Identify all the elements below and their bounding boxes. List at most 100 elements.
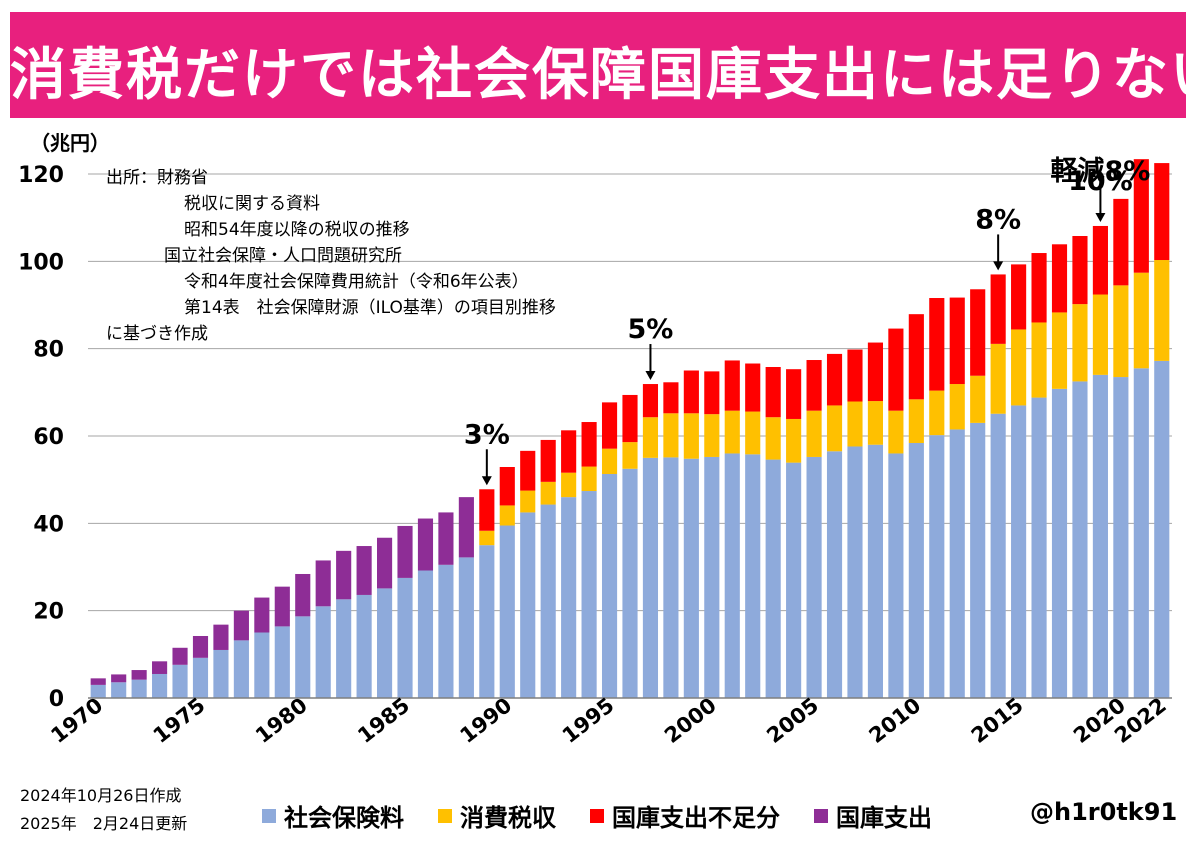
bar-segment xyxy=(274,626,290,698)
bar-segment xyxy=(970,422,986,698)
y-tick-label: 120 xyxy=(18,163,64,188)
bar-segment xyxy=(254,632,270,698)
x-tick-label: 1980 xyxy=(251,693,312,748)
bar-segment xyxy=(888,410,904,454)
bar-segment xyxy=(479,530,495,546)
bar-segment xyxy=(683,370,699,414)
bar-segment xyxy=(622,394,638,443)
bar-segment xyxy=(806,360,822,411)
y-tick-label: 100 xyxy=(18,250,64,275)
bar-segment xyxy=(949,429,965,698)
x-tick-label: 1985 xyxy=(353,693,414,748)
bar-segment xyxy=(213,624,229,650)
bar-segment xyxy=(111,682,127,698)
bar-segment xyxy=(192,657,209,698)
x-tick-label: 2005 xyxy=(762,693,823,748)
bar-segment xyxy=(1031,322,1047,398)
legend-item-consumption-tax: 消費税収 xyxy=(438,798,556,833)
bar-segment xyxy=(581,491,597,698)
bar-segment xyxy=(458,497,474,558)
bar-segment xyxy=(1011,329,1027,406)
bar-segment xyxy=(561,472,577,498)
x-tick-label: 1975 xyxy=(149,693,210,748)
bar-segment xyxy=(929,435,945,698)
bar-segment xyxy=(499,525,515,698)
bar-segment xyxy=(765,459,781,698)
bar-segment xyxy=(970,375,986,423)
legend-label: 社会保険料 xyxy=(284,804,404,832)
bar-segment xyxy=(315,606,331,698)
bar-segment xyxy=(1051,312,1068,389)
x-tick-label: 1995 xyxy=(558,693,619,748)
bar-segment xyxy=(908,399,924,443)
source-line: 昭和54年度以降の税収の推移 xyxy=(184,220,410,240)
bar-segment xyxy=(397,525,413,578)
bar-segment xyxy=(376,588,393,698)
bar-segment xyxy=(826,451,843,698)
bar-segment xyxy=(336,550,352,600)
bar-segment xyxy=(929,298,945,391)
chart-legend: 社会保険料 消費税収 国庫支出不足分 国庫支出 xyxy=(262,798,966,833)
bar-segment xyxy=(908,314,924,400)
bar-segment xyxy=(274,586,290,627)
bar-segment xyxy=(581,422,597,467)
bar-segment xyxy=(1072,304,1088,382)
bar-segment xyxy=(192,635,209,658)
bar-segment xyxy=(745,411,761,455)
bar-segment xyxy=(111,674,127,683)
bar-segment xyxy=(663,382,679,414)
bar-segment xyxy=(1011,264,1027,330)
bar-segment xyxy=(233,640,249,698)
source-line: 出所：財務省 xyxy=(106,168,208,188)
bar-segment xyxy=(990,343,1006,414)
bar-segment xyxy=(561,497,577,698)
source-line: 令和4年度社会保障費用統計（令和6年公表） xyxy=(184,272,529,292)
bar-segment xyxy=(990,413,1006,698)
bar-segment xyxy=(1133,272,1149,369)
bar-segment xyxy=(704,456,720,698)
title-banner: 消費税だけでは社会保障国庫支出には足りない xyxy=(10,12,1200,118)
bar-segment xyxy=(786,418,802,463)
bar-segment xyxy=(1051,388,1068,698)
bar-segment xyxy=(499,467,515,506)
bar-segment xyxy=(1092,294,1108,375)
bar-segment xyxy=(1011,405,1027,698)
bar-segment xyxy=(438,512,454,565)
annotation-label: 5% xyxy=(628,314,674,345)
bar-segment xyxy=(622,468,638,698)
annotation-label: 3% xyxy=(464,419,510,450)
bar-segment xyxy=(90,684,106,698)
bar-segment xyxy=(704,371,720,415)
bar-segment xyxy=(601,402,618,449)
bar-segment xyxy=(642,384,659,418)
bar-segment xyxy=(1031,397,1047,698)
bar-segment xyxy=(745,454,761,698)
updated-date: 2025年 2月24日更新 xyxy=(20,814,188,833)
annotation-arrow-head xyxy=(481,476,492,486)
bar-segment xyxy=(438,564,454,698)
annotation-label: 8% xyxy=(975,204,1021,235)
legend-swatch xyxy=(438,808,452,823)
bar-segment xyxy=(990,274,1006,344)
bar-segment xyxy=(806,456,822,698)
bar-segment xyxy=(1092,374,1108,698)
page-title: 消費税だけでは社会保障国庫支出には足りない xyxy=(10,43,1200,108)
bar-segment xyxy=(867,401,884,445)
bar-segment xyxy=(847,446,863,698)
bar-segment xyxy=(417,570,434,698)
bar-segment xyxy=(540,504,556,698)
annotation-arrow-head xyxy=(1095,212,1106,222)
bar-segment xyxy=(970,289,986,376)
bar-segment xyxy=(724,453,740,698)
bar-segment xyxy=(601,473,618,698)
bar-segment xyxy=(152,661,168,674)
bar-segment xyxy=(867,342,884,402)
bar-segment xyxy=(1092,225,1108,295)
annotation-label: 軽減8% xyxy=(1050,156,1150,187)
x-tick-label: 2000 xyxy=(660,693,721,748)
bar-segment xyxy=(745,363,761,412)
bar-segment xyxy=(683,413,699,459)
bar-segment xyxy=(1113,198,1129,286)
y-tick-label: 60 xyxy=(33,425,64,450)
bar-segment xyxy=(131,679,147,698)
